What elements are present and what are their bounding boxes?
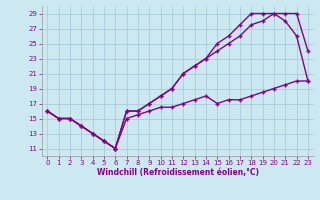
X-axis label: Windchill (Refroidissement éolien,°C): Windchill (Refroidissement éolien,°C) bbox=[97, 168, 259, 177]
